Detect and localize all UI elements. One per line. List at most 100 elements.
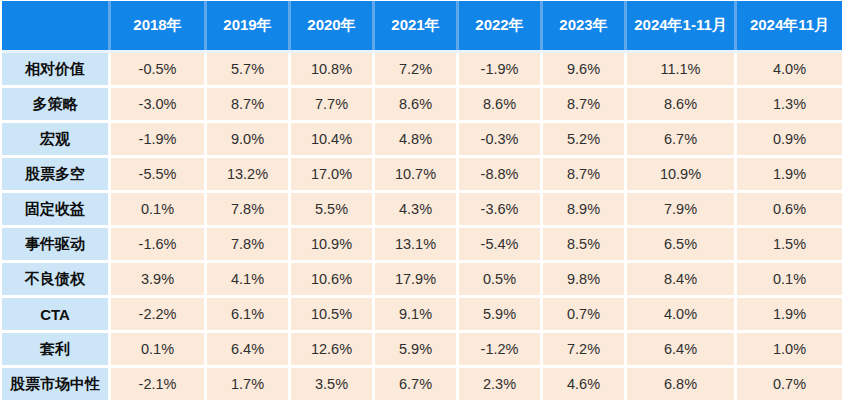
value-cell: 6.1% <box>207 298 288 330</box>
value-cell: 6.5% <box>627 228 734 260</box>
value-cell: 5.9% <box>459 298 540 330</box>
value-cell: 1.5% <box>737 228 842 260</box>
value-cell: 10.7% <box>375 158 456 190</box>
value-cell: 8.6% <box>627 88 734 120</box>
value-cell: 9.6% <box>543 53 624 85</box>
row-label: 事件驱动 <box>2 228 108 260</box>
value-cell: 8.7% <box>543 158 624 190</box>
value-cell: 6.7% <box>375 368 456 400</box>
column-header: 2020年 <box>291 1 372 50</box>
value-cell: 13.2% <box>207 158 288 190</box>
value-cell: 0.9% <box>737 123 842 155</box>
value-cell: 0.6% <box>737 193 842 225</box>
value-cell: 8.5% <box>543 228 624 260</box>
value-cell: 0.7% <box>543 298 624 330</box>
value-cell: 7.8% <box>207 228 288 260</box>
value-cell: -1.9% <box>459 53 540 85</box>
value-cell: 4.0% <box>627 298 734 330</box>
value-cell: -0.3% <box>459 123 540 155</box>
value-cell: 11.1% <box>627 53 734 85</box>
value-cell: -1.9% <box>111 123 204 155</box>
corner-header-cell <box>2 1 108 50</box>
value-cell: -2.1% <box>111 368 204 400</box>
value-cell: 12.6% <box>291 333 372 365</box>
table-header-row: 2018年2019年2020年2021年2022年2023年2024年1-11月… <box>2 1 842 50</box>
value-cell: 10.9% <box>291 228 372 260</box>
value-cell: 8.4% <box>627 263 734 295</box>
value-cell: 7.9% <box>627 193 734 225</box>
value-cell: 5.7% <box>207 53 288 85</box>
row-label: 股票多空 <box>2 158 108 190</box>
value-cell: 1.7% <box>207 368 288 400</box>
value-cell: 6.4% <box>207 333 288 365</box>
value-cell: 7.8% <box>207 193 288 225</box>
value-cell: -5.5% <box>111 158 204 190</box>
value-cell: 5.5% <box>291 193 372 225</box>
value-cell: 7.2% <box>375 53 456 85</box>
value-cell: -0.5% <box>111 53 204 85</box>
column-header: 2023年 <box>543 1 624 50</box>
value-cell: 17.0% <box>291 158 372 190</box>
value-cell: 4.1% <box>207 263 288 295</box>
value-cell: 7.2% <box>543 333 624 365</box>
value-cell: 4.3% <box>375 193 456 225</box>
value-cell: 8.6% <box>459 88 540 120</box>
returns-table: 2018年2019年2020年2021年2022年2023年2024年1-11月… <box>2 1 842 400</box>
table-body: 相对价值-0.5%5.7%10.8%7.2%-1.9%9.6%11.1%4.0%… <box>2 53 842 400</box>
row-label: CTA <box>2 298 108 330</box>
value-cell: 4.8% <box>375 123 456 155</box>
value-cell: 10.5% <box>291 298 372 330</box>
value-cell: 3.5% <box>291 368 372 400</box>
value-cell: 5.2% <box>543 123 624 155</box>
value-cell: 0.1% <box>111 333 204 365</box>
row-label: 固定收益 <box>2 193 108 225</box>
value-cell: -3.0% <box>111 88 204 120</box>
value-cell: 10.9% <box>627 158 734 190</box>
value-cell: 0.5% <box>459 263 540 295</box>
value-cell: 9.1% <box>375 298 456 330</box>
value-cell: -1.6% <box>111 228 204 260</box>
row-label: 多策略 <box>2 88 108 120</box>
value-cell: 1.9% <box>737 158 842 190</box>
value-cell: 2.3% <box>459 368 540 400</box>
value-cell: 3.9% <box>111 263 204 295</box>
column-header: 2024年11月 <box>737 1 842 50</box>
value-cell: 6.7% <box>627 123 734 155</box>
value-cell: 4.0% <box>737 53 842 85</box>
value-cell: 10.8% <box>291 53 372 85</box>
value-cell: 13.1% <box>375 228 456 260</box>
value-cell: 7.7% <box>291 88 372 120</box>
value-cell: 1.0% <box>737 333 842 365</box>
value-cell: 5.9% <box>375 333 456 365</box>
value-cell: 6.4% <box>627 333 734 365</box>
value-cell: 9.8% <box>543 263 624 295</box>
column-header: 2018年 <box>111 1 204 50</box>
row-label: 相对价值 <box>2 53 108 85</box>
row-label: 宏观 <box>2 123 108 155</box>
value-cell: 8.6% <box>375 88 456 120</box>
column-header: 2021年 <box>375 1 456 50</box>
value-cell: 10.6% <box>291 263 372 295</box>
value-cell: 8.7% <box>543 88 624 120</box>
value-cell: 8.7% <box>207 88 288 120</box>
row-label: 套利 <box>2 333 108 365</box>
value-cell: -2.2% <box>111 298 204 330</box>
value-cell: 8.9% <box>543 193 624 225</box>
value-cell: 10.4% <box>291 123 372 155</box>
value-cell: 1.9% <box>737 298 842 330</box>
column-header: 2022年 <box>459 1 540 50</box>
row-label: 不良债权 <box>2 263 108 295</box>
value-cell: 0.1% <box>111 193 204 225</box>
value-cell: 9.0% <box>207 123 288 155</box>
value-cell: 0.1% <box>737 263 842 295</box>
value-cell: -5.4% <box>459 228 540 260</box>
column-header: 2019年 <box>207 1 288 50</box>
value-cell: 6.8% <box>627 368 734 400</box>
value-cell: -8.8% <box>459 158 540 190</box>
value-cell: -1.2% <box>459 333 540 365</box>
value-cell: 0.7% <box>737 368 842 400</box>
row-label: 股票市场中性 <box>2 368 108 400</box>
value-cell: 4.6% <box>543 368 624 400</box>
value-cell: 17.9% <box>375 263 456 295</box>
value-cell: -3.6% <box>459 193 540 225</box>
